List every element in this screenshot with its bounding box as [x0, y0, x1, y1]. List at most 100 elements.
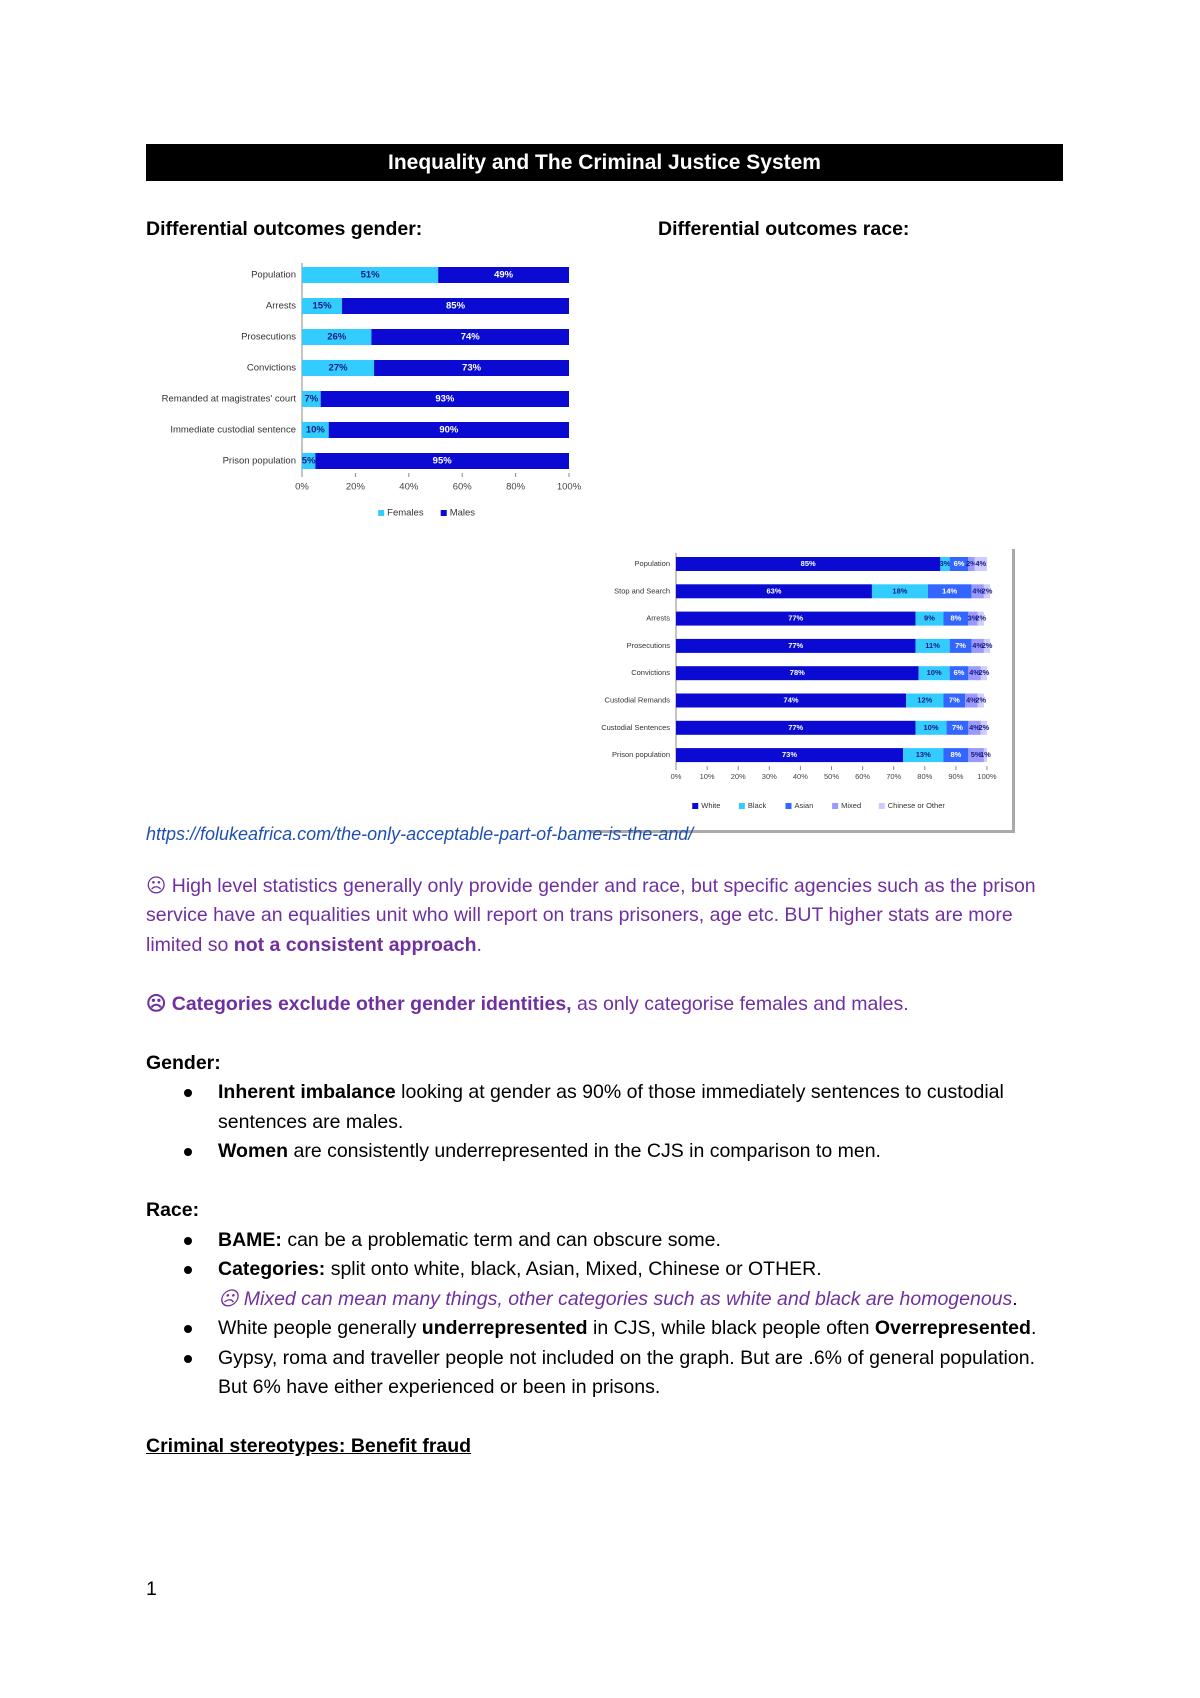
- bar-segment: [676, 666, 919, 681]
- bar-segment: [676, 748, 904, 763]
- bar-segment: [903, 748, 944, 763]
- list-item: Categories: split onto white, black, Asi…: [184, 1255, 1056, 1314]
- x-tick-label: 70%: [886, 772, 901, 781]
- data-label: 8%: [950, 614, 961, 623]
- text: .: [1030, 1317, 1037, 1339]
- data-label: 7%: [304, 394, 318, 405]
- legend-swatch: [785, 803, 792, 809]
- x-tick-label: 100%: [557, 482, 582, 493]
- bar-segment: [946, 720, 969, 735]
- data-label: 51%: [361, 270, 381, 281]
- x-tick-label: 80%: [506, 482, 526, 493]
- bar-segment: [915, 611, 944, 626]
- text: Overrepresented: [874, 1317, 1031, 1339]
- bar-segment: [302, 298, 343, 314]
- heading: Criminal stereotypes: Benefit fraud: [146, 1435, 472, 1457]
- category-label: Convictions: [247, 363, 296, 374]
- list-item: Inherent imbalance looking at gender as …: [184, 1078, 1056, 1137]
- text: Inherent imbalance: [218, 1081, 396, 1103]
- text: underrepresented: [421, 1317, 588, 1339]
- heading: Race:: [146, 1199, 200, 1221]
- bar-segment: [949, 557, 969, 571]
- data-label: 7%: [949, 695, 960, 704]
- link[interactable]: https://folukeafrica.com/the-only-accept…: [146, 824, 694, 844]
- data-label: 4%: [972, 641, 983, 650]
- legend-label: White: [701, 801, 720, 810]
- data-label: 74%: [784, 695, 799, 704]
- text: ☹ High level statistics generally only p…: [146, 874, 1036, 956]
- bar-segment: [968, 557, 975, 571]
- data-label: 14%: [942, 586, 957, 595]
- bar-segment: [676, 611, 916, 626]
- data-label: 11%: [925, 641, 940, 650]
- bar-segment: [983, 584, 991, 599]
- bar-segment: [676, 720, 916, 735]
- x-tick-label: 50%: [824, 772, 839, 781]
- list: Inherent imbalance looking at gender as …: [146, 1078, 1056, 1167]
- bar-segment: [374, 360, 569, 376]
- data-label: 2%: [982, 586, 993, 595]
- data-label: 2%: [978, 723, 989, 732]
- bar-segment: [871, 584, 928, 599]
- x-tick-label: 90%: [948, 772, 963, 781]
- x-tick-label: 0%: [671, 772, 682, 781]
- data-label: 73%: [782, 750, 797, 759]
- legend-swatch: [738, 803, 745, 809]
- text: .: [476, 933, 482, 956]
- bar-segment: [971, 638, 984, 653]
- data-label: 85%: [446, 301, 466, 312]
- category-label: Prison population: [223, 456, 296, 467]
- bar-segment: [968, 720, 981, 735]
- x-tick-label: 60%: [855, 772, 870, 781]
- data-label: 63%: [766, 586, 781, 595]
- bar-segment: [906, 693, 944, 708]
- document-title: Inequality and The Criminal Justice Syst…: [146, 144, 1063, 181]
- list-item: Women are consistently underrepresented …: [184, 1137, 1056, 1167]
- legend-swatch: [878, 803, 885, 809]
- x-tick-label: 80%: [917, 772, 932, 781]
- bar-segment: [676, 693, 907, 708]
- bar-segment: [302, 360, 375, 376]
- category-label: Population: [635, 559, 670, 568]
- list-item: Gypsy, roma and traveller people not inc…: [184, 1344, 1056, 1403]
- category-label: Custodial Remands: [605, 695, 671, 704]
- data-label: 85%: [801, 559, 816, 568]
- paragraph: ☹ Categories exclude other gender identi…: [146, 990, 1056, 1020]
- legend-label: Males: [450, 508, 476, 519]
- bar-segment: [302, 422, 329, 438]
- category-label: Prosecutions: [627, 641, 671, 650]
- data-label: 3%: [940, 559, 951, 568]
- data-label: 5%: [302, 456, 316, 467]
- data-label: 10%: [924, 723, 939, 732]
- data-label: 4%: [966, 695, 977, 704]
- data-label: 2%: [975, 695, 986, 704]
- text: Categories:: [218, 1258, 326, 1280]
- bar-segment: [302, 329, 372, 345]
- data-label: 7%: [955, 641, 966, 650]
- legend-swatch: [378, 510, 385, 516]
- category-label: Custodial Sentences: [601, 723, 670, 732]
- legend-label: Chinese or Other: [888, 801, 946, 810]
- legend-swatch: [832, 803, 839, 809]
- data-label: 90%: [439, 425, 459, 436]
- data-label: 3%: [968, 614, 979, 623]
- data-label: 6%: [954, 668, 965, 677]
- data-label: 4%: [975, 559, 986, 568]
- x-tick-label: 40%: [399, 482, 419, 493]
- category-label: Remanded at magistrates' court: [162, 394, 297, 405]
- bar-segment: [943, 748, 969, 763]
- bar-segment: [968, 611, 978, 626]
- data-label: 74%: [461, 332, 481, 343]
- bar-segment: [371, 329, 569, 345]
- bar-segment: [980, 720, 987, 735]
- category-label: Arrests: [646, 614, 670, 623]
- text: split onto white, black, Asian, Mixed, C…: [325, 1258, 822, 1280]
- bar-segment: [915, 720, 947, 735]
- category-label: Immediate custodial sentence: [170, 425, 296, 436]
- data-label: 27%: [329, 363, 349, 374]
- data-label: 93%: [435, 394, 455, 405]
- bar-segment: [940, 557, 950, 571]
- text: .: [1012, 1287, 1018, 1310]
- text: are consistently underrepresented in the…: [288, 1140, 881, 1162]
- legend-label: Black: [748, 801, 767, 810]
